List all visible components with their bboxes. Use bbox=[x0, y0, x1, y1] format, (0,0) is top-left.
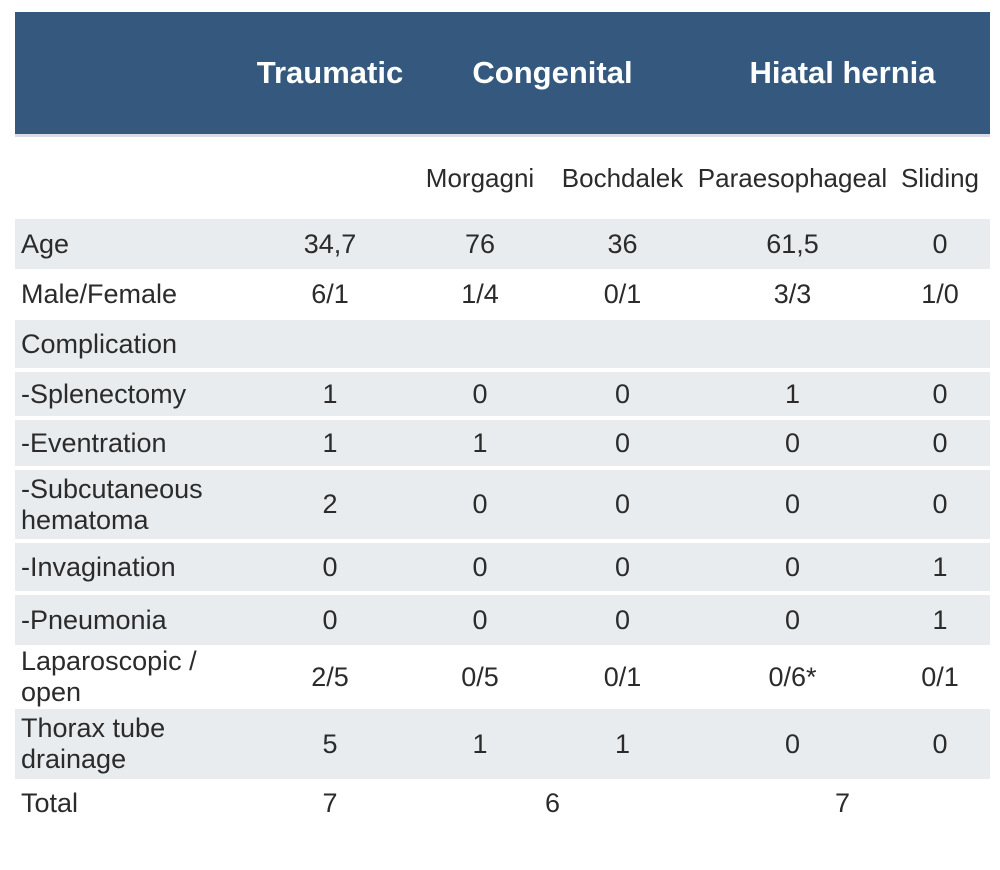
cell-morgagni: 0 bbox=[472, 489, 488, 519]
cell-sliding: 1 bbox=[932, 551, 948, 582]
row-label: -Eventration bbox=[21, 427, 167, 458]
table-row-pneumonia: -Pneumonia 0 0 0 0 1 bbox=[15, 595, 990, 645]
cell-bochdalek: 0/1 bbox=[603, 279, 642, 309]
cell-morgagni: 1 bbox=[472, 427, 488, 458]
cell-traumatic: 1 bbox=[322, 427, 338, 458]
cell-sliding: 1 bbox=[932, 604, 948, 635]
table-row-subcutaneous-hematoma: -Subcutaneous hematoma 2 0 0 0 0 bbox=[15, 470, 990, 539]
patient-characteristics-table: Traumatic Congenital Hiatal hernia Morga… bbox=[15, 12, 990, 827]
cell-morgagni: 0 bbox=[472, 551, 488, 582]
cell-sliding: 0 bbox=[932, 728, 948, 759]
cell-bochdalek: 1 bbox=[614, 728, 631, 759]
cell-paraesophageal: 0 bbox=[784, 489, 801, 519]
cell-sliding: 0 bbox=[932, 489, 948, 519]
cell-traumatic: 0 bbox=[322, 604, 338, 635]
row-label: Total bbox=[21, 787, 79, 818]
table-row-eventration: -Eventration 1 1 0 0 0 bbox=[15, 420, 990, 466]
cell-traumatic: 2/5 bbox=[311, 661, 349, 692]
group-header-traumatic: Traumatic bbox=[256, 55, 404, 90]
table-row-male-female: Male/Female 6/1 1/4 0/1 3/3 1/0 bbox=[15, 269, 990, 320]
table-row-age: Age 34,7 76 36 61,5 0 bbox=[15, 219, 990, 269]
cell-morgagni: 0 bbox=[472, 378, 488, 409]
cell-morgagni: 0/5 bbox=[461, 661, 499, 692]
cell-bochdalek: 0 bbox=[614, 489, 631, 519]
table-group-header-row: Traumatic Congenital Hiatal hernia bbox=[15, 12, 990, 137]
group-header-congenital: Congenital bbox=[472, 55, 633, 90]
row-label: Laparoscopic / open bbox=[21, 646, 197, 707]
cell-paraesophageal: 61,5 bbox=[766, 228, 819, 259]
cell-total-congenital: 6 bbox=[544, 787, 561, 818]
cell-traumatic: 2 bbox=[322, 489, 338, 519]
cell-sliding: 0/1 bbox=[921, 661, 959, 692]
table-row-laparoscopic-open: Laparoscopic / open 2/5 0/5 0/1 0/6* 0/1 bbox=[15, 645, 990, 709]
cell-paraesophageal: 0 bbox=[784, 427, 801, 458]
subheader-morgagni: Morgagni bbox=[425, 162, 535, 193]
row-label: -Pneumonia bbox=[21, 604, 167, 635]
row-label: Thorax tube drainage bbox=[21, 713, 166, 774]
cell-paraesophageal: 3/3 bbox=[773, 279, 812, 309]
cell-sliding: 1/0 bbox=[921, 279, 959, 309]
row-label: Age bbox=[21, 228, 70, 259]
cell-paraesophageal: 0 bbox=[784, 551, 801, 582]
subheader-bochdalek: Bochdalek bbox=[561, 162, 684, 193]
cell-traumatic: 6/1 bbox=[311, 279, 349, 309]
table-row-thorax-tube-drainage: Thorax tube drainage 5 1 1 0 0 bbox=[15, 709, 990, 779]
row-label: -Subcutaneous hematoma bbox=[21, 473, 203, 535]
cell-morgagni: 1/4 bbox=[461, 279, 499, 309]
cell-sliding: 0 bbox=[932, 427, 948, 458]
subheader-sliding: Sliding bbox=[900, 162, 980, 193]
cell-bochdalek: 0 bbox=[614, 551, 631, 582]
cell-total-traumatic: 7 bbox=[322, 787, 338, 818]
cell-total-hiatal-hernia: 7 bbox=[834, 787, 851, 818]
cell-bochdalek: 0 bbox=[614, 427, 631, 458]
cell-paraesophageal: 1 bbox=[784, 378, 801, 409]
cell-paraesophageal: 0 bbox=[784, 728, 801, 759]
cell-bochdalek: 0/1 bbox=[603, 661, 642, 692]
cell-sliding: 0 bbox=[932, 378, 948, 409]
subheader-paraesophageal: Paraesophageal bbox=[697, 162, 888, 193]
cell-traumatic: 0 bbox=[322, 551, 338, 582]
row-label: Complication bbox=[21, 328, 178, 359]
row-label: -Splenectomy bbox=[21, 378, 187, 409]
cell-traumatic: 1 bbox=[322, 378, 338, 409]
table-row-total: Total 7 6 7 bbox=[15, 779, 990, 827]
cell-traumatic: 34,7 bbox=[303, 228, 357, 259]
table-subheader-row: Morgagni Bochdalek Paraesophageal Slidin… bbox=[15, 137, 990, 219]
cell-morgagni: 1 bbox=[472, 728, 488, 759]
cell-paraesophageal: 0 bbox=[784, 604, 801, 635]
cell-bochdalek: 0 bbox=[614, 378, 631, 409]
table-row-invagination: -Invagination 0 0 0 0 1 bbox=[15, 543, 990, 591]
group-header-hiatal-hernia: Hiatal hernia bbox=[749, 55, 936, 90]
row-label: -Invagination bbox=[21, 551, 176, 582]
cell-paraesophageal: 0/6* bbox=[768, 661, 817, 692]
row-label: Male/Female bbox=[21, 279, 178, 309]
cell-morgagni: 0 bbox=[472, 604, 488, 635]
table-row-splenectomy: -Splenectomy 1 0 0 1 0 bbox=[15, 372, 990, 416]
cell-sliding: 0 bbox=[932, 228, 948, 259]
table-row-complication: Complication bbox=[15, 320, 990, 368]
cell-bochdalek: 0 bbox=[614, 604, 631, 635]
cell-morgagni: 76 bbox=[464, 228, 496, 259]
cell-traumatic: 5 bbox=[322, 728, 338, 759]
cell-bochdalek: 36 bbox=[607, 228, 638, 259]
